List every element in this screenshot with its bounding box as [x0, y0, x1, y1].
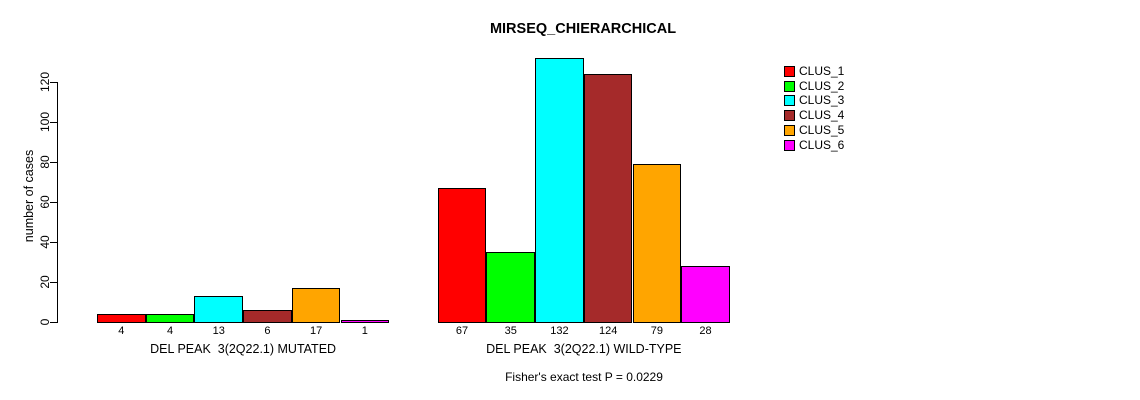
bar-value-label: 6	[264, 325, 271, 337]
bar-value-label: 1	[361, 325, 368, 337]
bar-value-label: 28	[699, 325, 712, 337]
legend-swatch-clus_4	[784, 110, 795, 122]
bar-value-label: 124	[598, 325, 618, 337]
fisher-test-annotation: Fisher's exact test P = 0.0229	[505, 370, 663, 384]
legend-swatch-clus_5	[784, 124, 795, 136]
bar-value-label: 4	[166, 325, 174, 337]
legend-label: CLUS_1	[799, 64, 845, 78]
legend-label: CLUS_2	[799, 78, 845, 93]
y-tick-label: 60	[38, 195, 52, 209]
legend-label: CLUS_4	[799, 108, 845, 123]
bar-clus_1	[437, 188, 487, 323]
chart-title: MIRSEQ_CHIERARCHICAL	[489, 21, 677, 37]
legend-label: CLUS_5	[799, 122, 845, 137]
bar-clus_6	[681, 266, 730, 323]
bar-value-label: 13	[212, 325, 225, 337]
bar-clus_3	[535, 58, 584, 323]
y-tick	[50, 162, 57, 163]
x-group-label: DEL PEAK 3(2Q22.1) MUTATED	[150, 342, 337, 356]
y-tick	[50, 282, 57, 283]
y-tick	[50, 122, 57, 123]
bar-value-label: 17	[310, 325, 323, 337]
y-tick-label: 0	[38, 318, 52, 326]
y-tick	[50, 242, 57, 243]
y-tick-label: 100	[38, 111, 52, 133]
bar-clus_5	[632, 164, 682, 323]
legend-swatch-clus_6	[784, 139, 795, 151]
bar-clus_2	[486, 252, 536, 323]
y-tick	[50, 202, 57, 203]
bar-value-label: 67	[455, 325, 469, 337]
bar-value-label: 79	[650, 325, 663, 337]
bar-clus_3	[194, 296, 244, 323]
legend-label: CLUS_3	[799, 93, 845, 108]
y-tick	[50, 82, 57, 83]
y-axis-title: number of cases	[22, 149, 36, 243]
y-axis-line	[57, 82, 58, 323]
y-tick	[50, 322, 57, 323]
legend-label: CLUS_6	[799, 137, 845, 152]
y-tick-label: 80	[38, 155, 52, 169]
y-tick-label: 40	[38, 235, 52, 249]
bar-value-label: 132	[550, 325, 569, 337]
bar-clus_6	[340, 320, 390, 323]
x-group-label: DEL PEAK 3(2Q22.1) WILD-TYPE	[486, 342, 682, 356]
legend-swatch-clus_3	[784, 95, 795, 107]
legend-swatch-clus_2	[784, 80, 795, 92]
y-tick-label: 120	[38, 71, 52, 93]
y-tick-label: 20	[38, 275, 52, 289]
bar-clus_4	[243, 310, 292, 323]
bar-clus_1	[97, 314, 146, 323]
bar-clus_2	[145, 314, 195, 323]
bar-value-label: 35	[504, 325, 517, 337]
bar-clus_5	[291, 288, 341, 323]
bar-value-label: 4	[118, 325, 125, 337]
legend-swatch-clus_1	[784, 66, 795, 77]
bar-clus_4	[583, 74, 633, 323]
